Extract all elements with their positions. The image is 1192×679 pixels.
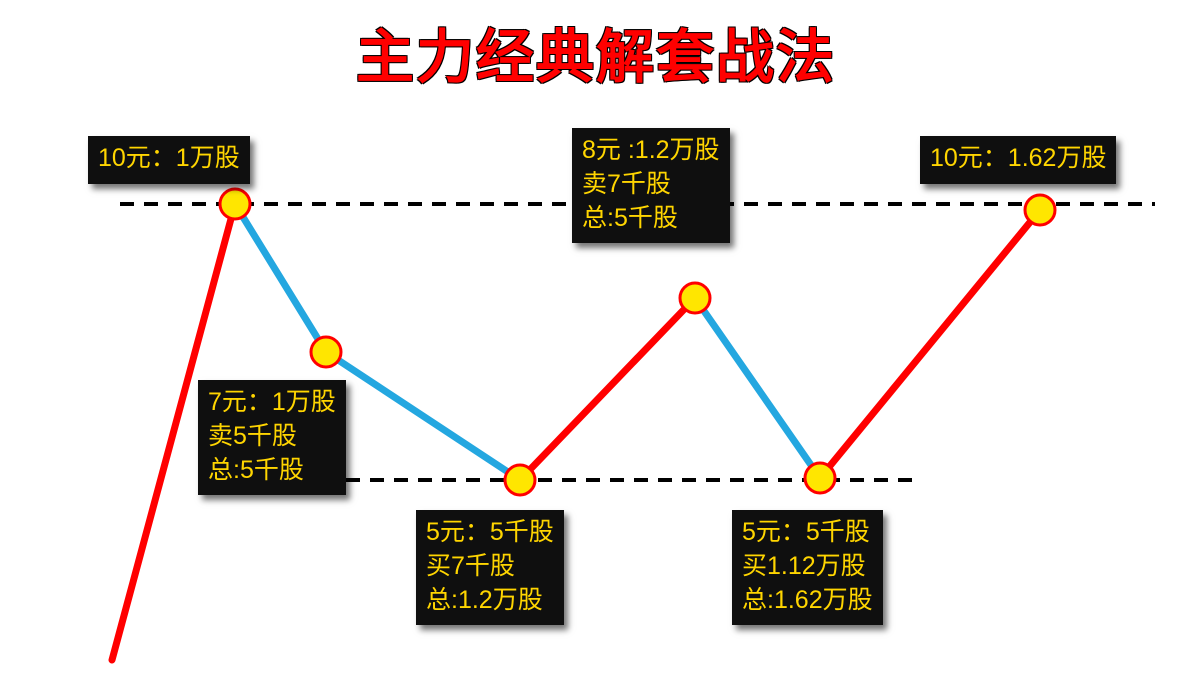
annotation-p5: 5元：5千股 买1.12万股 总:1.62万股 bbox=[732, 510, 883, 625]
chart-point bbox=[220, 189, 250, 219]
chart-point bbox=[680, 283, 710, 313]
chart-segment bbox=[235, 204, 326, 352]
annotation-p2: 7元：1万股 卖5千股 总:5千股 bbox=[198, 380, 346, 495]
infographic-stage: 主力经典解套战法 10元：1万股7元：1万股 卖5千股 总:5千股5元：5千股 … bbox=[0, 0, 1192, 679]
chart-segment bbox=[520, 298, 695, 480]
chart-point bbox=[505, 465, 535, 495]
chart-segment bbox=[695, 298, 820, 478]
chart-segment bbox=[326, 352, 520, 480]
annotation-p1: 10元：1万股 bbox=[88, 136, 250, 184]
annotation-p3: 5元：5千股 买7千股 总:1.2万股 bbox=[416, 510, 564, 625]
line-chart-svg bbox=[0, 0, 1192, 679]
chart-point bbox=[311, 337, 341, 367]
chart-point bbox=[805, 463, 835, 493]
chart-segment bbox=[820, 210, 1040, 478]
annotation-p6: 10元：1.62万股 bbox=[920, 136, 1116, 184]
chart-point bbox=[1025, 195, 1055, 225]
annotation-p4: 8元 :1.2万股 卖7千股 总:5千股 bbox=[572, 128, 730, 243]
